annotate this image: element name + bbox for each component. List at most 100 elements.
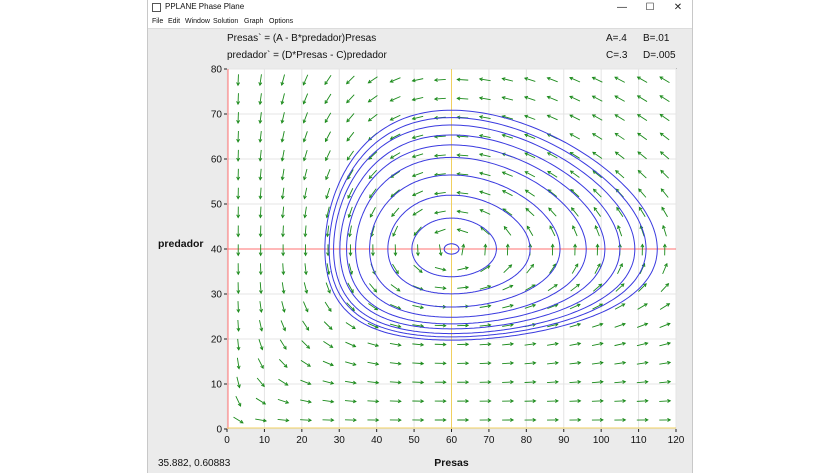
direction-arrow	[258, 74, 263, 87]
direction-arrow	[303, 301, 309, 313]
direction-arrow	[659, 322, 671, 328]
direction-arrow	[659, 360, 672, 365]
direction-arrow	[302, 93, 309, 105]
direction-arrow	[236, 282, 241, 295]
direction-arrow	[325, 282, 331, 294]
direction-arrow	[638, 283, 647, 292]
param-b: B=.01	[643, 33, 670, 44]
direction-arrow	[433, 153, 446, 158]
direction-arrow	[524, 342, 537, 346]
app-icon	[152, 3, 161, 12]
direction-arrow	[549, 225, 556, 237]
direction-arrow	[236, 112, 241, 125]
minimize-button[interactable]: —	[617, 2, 627, 13]
menu-edit[interactable]: Edit	[168, 18, 181, 25]
direction-arrow	[434, 228, 446, 234]
direction-arrow	[457, 418, 470, 422]
direction-arrow	[659, 151, 670, 160]
direction-arrow	[479, 285, 492, 290]
direction-arrow	[280, 149, 285, 162]
direction-arrow	[547, 342, 559, 346]
y-tick-label: 50	[211, 200, 223, 211]
direction-arrow	[280, 112, 285, 124]
direction-arrow	[457, 323, 470, 328]
direction-arrow	[502, 284, 514, 291]
direction-arrow	[505, 243, 510, 256]
menu-options[interactable]: Options	[269, 18, 294, 25]
direction-arrow	[523, 77, 536, 82]
direction-arrow	[569, 380, 582, 384]
direction-arrow	[345, 75, 355, 85]
direction-arrow	[389, 114, 401, 121]
y-tick-label: 10	[211, 380, 223, 391]
direction-arrow	[662, 262, 668, 275]
x-tick-label: 20	[296, 435, 308, 446]
direction-arrow	[617, 262, 623, 274]
direction-arrow	[258, 187, 263, 200]
direction-arrow	[637, 169, 647, 179]
direction-arrow	[236, 263, 241, 276]
direction-arrow	[546, 76, 558, 83]
direction-arrow	[614, 76, 625, 83]
direction-arrow	[659, 341, 672, 347]
menu-solution[interactable]: Solution	[213, 18, 239, 25]
direction-arrow	[371, 244, 375, 257]
direction-arrow	[303, 263, 308, 276]
direction-arrow	[367, 342, 380, 348]
direction-arrow	[524, 380, 537, 384]
direction-arrow	[615, 283, 625, 292]
direction-arrow	[592, 151, 603, 159]
maximize-button[interactable]: ☐	[645, 2, 655, 13]
direction-arrow	[592, 188, 602, 198]
direction-arrow	[303, 244, 308, 257]
direction-arrow	[302, 320, 310, 331]
direction-arrow	[638, 188, 647, 198]
direction-arrow	[524, 399, 537, 403]
orbit	[328, 117, 647, 338]
direction-arrow	[411, 134, 424, 140]
direction-arrow	[259, 301, 263, 313]
x-tick-label: 80	[521, 435, 533, 446]
direction-arrow	[300, 418, 313, 423]
direction-arrow	[344, 399, 357, 404]
direction-arrow	[347, 206, 353, 219]
menu-window[interactable]: Window	[185, 18, 210, 25]
direction-arrow	[413, 264, 423, 273]
direction-arrow	[258, 168, 263, 181]
direction-arrow	[659, 379, 672, 384]
menu-file[interactable]: File	[152, 18, 164, 25]
direction-arrow	[434, 323, 447, 328]
menu-graph[interactable]: Graph	[244, 18, 264, 25]
direction-arrow	[389, 380, 402, 385]
direction-arrow	[392, 263, 399, 275]
direction-arrow	[322, 380, 335, 385]
direction-arrow	[594, 224, 600, 237]
direction-arrow	[614, 360, 627, 365]
direction-arrow	[280, 320, 287, 332]
direction-arrow	[258, 206, 263, 219]
title-bar[interactable]: PPLANE Phase Plane — ☐ ✕	[148, 0, 692, 16]
direction-arrow	[501, 133, 514, 139]
direction-arrow	[569, 76, 581, 83]
direction-arrow	[547, 380, 559, 384]
direction-arrow	[569, 341, 582, 346]
direction-arrow	[411, 153, 424, 159]
direction-arrow	[302, 112, 308, 124]
direction-arrow	[258, 244, 263, 257]
direction-arrow	[367, 113, 378, 122]
direction-arrow	[257, 358, 264, 370]
direction-arrow	[236, 301, 241, 314]
direction-arrow	[591, 341, 604, 346]
direction-arrow	[546, 95, 558, 102]
direction-arrow	[281, 263, 286, 276]
direction-arrow	[524, 171, 536, 178]
close-button[interactable]: ✕	[673, 2, 683, 13]
direction-arrow	[591, 76, 603, 83]
direction-arrow	[659, 303, 671, 310]
direction-arrow	[411, 115, 424, 121]
direction-arrow	[236, 376, 241, 389]
direction-arrow	[434, 418, 447, 422]
direction-arrow	[347, 188, 354, 200]
direction-arrow	[438, 244, 443, 257]
